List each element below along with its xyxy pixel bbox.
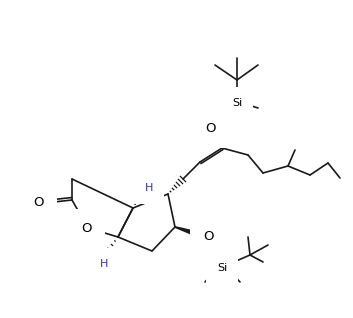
Polygon shape xyxy=(175,227,201,237)
Text: O: O xyxy=(34,197,44,210)
Text: H: H xyxy=(145,183,153,193)
Text: O: O xyxy=(203,231,213,244)
Text: O: O xyxy=(205,121,215,135)
Text: Si: Si xyxy=(232,98,242,108)
Text: O: O xyxy=(82,223,92,236)
Text: Si: Si xyxy=(217,263,227,273)
Polygon shape xyxy=(216,125,222,148)
Text: H: H xyxy=(100,259,108,269)
